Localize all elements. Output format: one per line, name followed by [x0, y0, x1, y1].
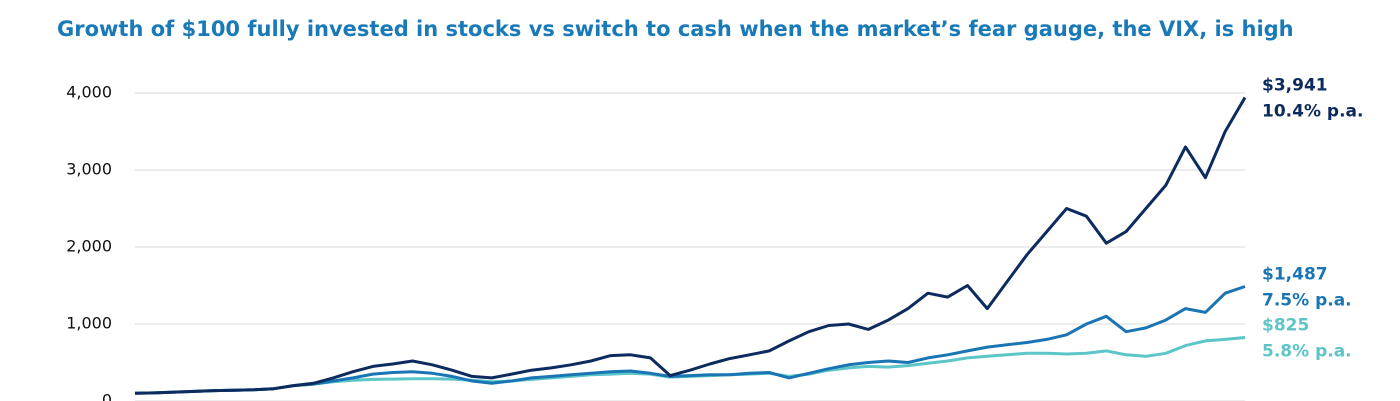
end-return-label: 5.8% p.a.	[1262, 341, 1352, 361]
end-return-label: 10.4% p.a.	[1262, 102, 1363, 122]
y-tick-label: 4,000	[66, 83, 112, 102]
end-return-label: 7.5% p.a.	[1262, 291, 1352, 311]
y-tick-label: 3,000	[66, 160, 112, 179]
y-tick-label: 0	[102, 391, 112, 401]
y-tick-label: 2,000	[66, 237, 112, 256]
series-line	[134, 285, 1246, 395]
end-value-label: $1,487	[1262, 265, 1328, 285]
end-value-label: $3,941	[1262, 76, 1328, 96]
y-tick-label: 1,000	[66, 314, 112, 333]
end-value-label: $825	[1262, 315, 1309, 335]
series-line	[134, 96, 1247, 395]
chart-title: Growth of $100 fully invested in stocks …	[57, 17, 1294, 41]
